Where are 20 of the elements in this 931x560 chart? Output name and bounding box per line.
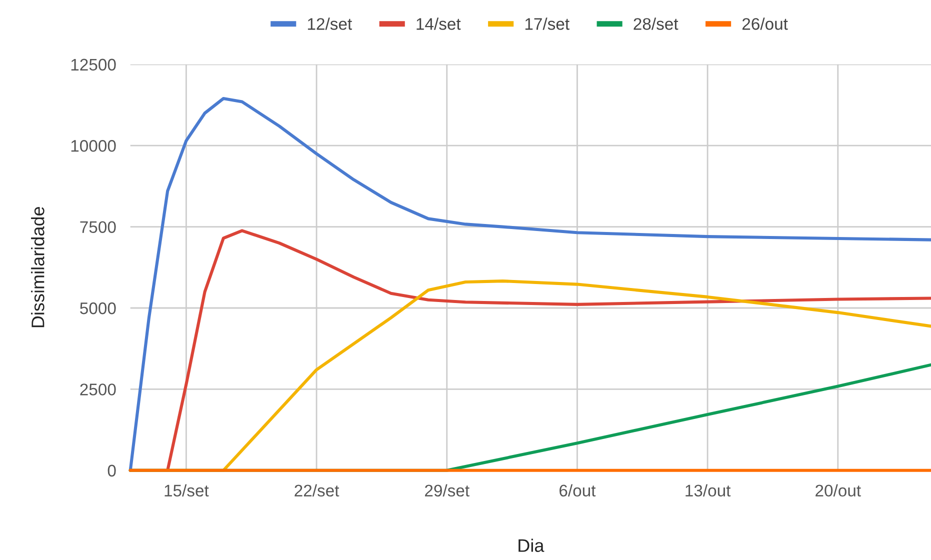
x-tick-label: 29/set bbox=[425, 484, 470, 497]
x-tick-label: 6/out bbox=[560, 484, 596, 497]
y-tick-label: 12500 bbox=[71, 58, 116, 71]
legend-label: 26/out bbox=[742, 18, 788, 30]
x-tick-label: 15/set bbox=[164, 484, 209, 497]
y-tick-label: 7500 bbox=[80, 221, 116, 234]
x-tick-label: 13/out bbox=[686, 484, 731, 497]
y-tick-label: 10000 bbox=[71, 140, 116, 152]
line-series bbox=[128, 96, 931, 472]
legend-label: 14/set bbox=[416, 18, 461, 30]
y-tick-label: 5000 bbox=[80, 302, 116, 314]
legend-label: 17/set bbox=[525, 18, 570, 30]
x-tick-label: 22/set bbox=[294, 484, 340, 497]
y-tick-label: 0 bbox=[108, 464, 116, 477]
x-axis-title: Dia bbox=[518, 538, 544, 552]
y-tick-label: 2500 bbox=[80, 384, 116, 396]
legend-label: 28/set bbox=[634, 18, 678, 30]
y-axis-title: Dissimilaridade bbox=[31, 206, 44, 328]
x-tick-label: 20/out bbox=[816, 484, 861, 497]
legend-label: 12/set bbox=[308, 18, 352, 30]
